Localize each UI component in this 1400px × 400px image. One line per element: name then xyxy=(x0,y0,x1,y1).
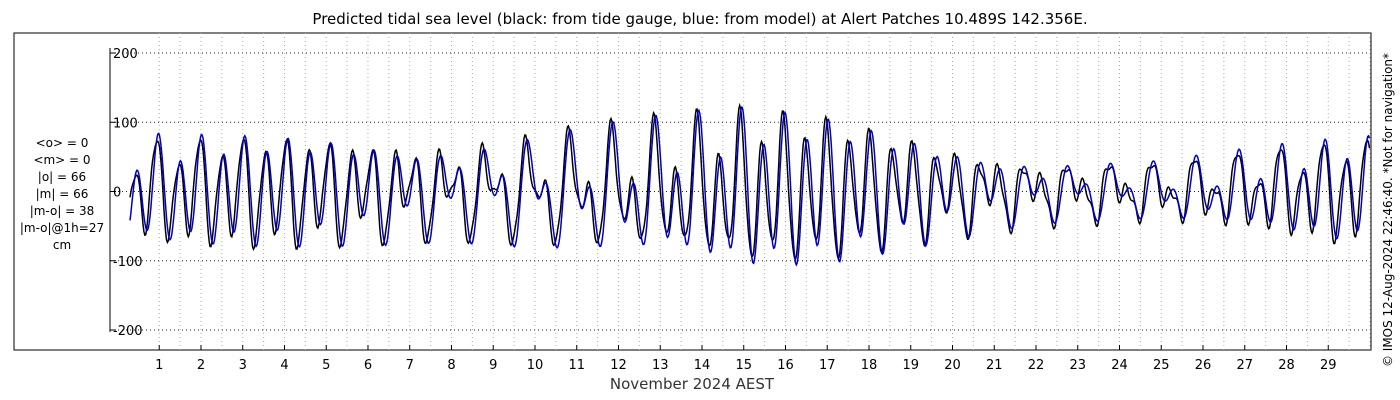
x-tick-label: 27 xyxy=(1236,358,1253,373)
x-tick-label: 1 xyxy=(155,358,163,373)
x-tick-label: 22 xyxy=(1028,358,1045,373)
x-tick-label: 6 xyxy=(364,358,372,373)
x-tick-label: 18 xyxy=(861,358,878,373)
x-tick-label: 23 xyxy=(1069,358,1086,373)
stat-abs-difference-1h: |m-o|@1h=27 xyxy=(19,221,105,235)
x-tick-label: 14 xyxy=(694,358,711,373)
series-line-model xyxy=(129,106,1371,267)
stat-units: cm xyxy=(52,238,72,252)
x-tick-label: 19 xyxy=(902,358,919,373)
stat-abs-difference: |m-o| = 38 xyxy=(29,204,95,218)
x-tick-label: 20 xyxy=(944,358,961,373)
y-ticks: -200 -100 0 100 200 xyxy=(110,47,143,339)
statistics-panel: <o> = 0 <m> = 0 |o| = 66 |m| = 66 |m-o| … xyxy=(14,135,110,254)
y-tick-label: 0 xyxy=(113,186,121,201)
x-tick-label: 9 xyxy=(489,358,497,373)
x-tick-label: 21 xyxy=(986,358,1003,373)
y-tick-label: 200 xyxy=(113,47,138,62)
x-tick-label: 3 xyxy=(239,358,247,373)
x-tick-label: 4 xyxy=(280,358,288,373)
stat-abs-model: |m| = 66 xyxy=(35,187,89,201)
grid xyxy=(110,33,1371,350)
x-tick-label: 24 xyxy=(1111,358,1128,373)
series-line-gauge xyxy=(129,102,1371,261)
x-tick-label: 17 xyxy=(819,358,836,373)
x-tick-label: 10 xyxy=(527,358,544,373)
x-tick-label: 11 xyxy=(568,358,585,373)
series-group xyxy=(129,102,1371,267)
x-tick-label: 13 xyxy=(652,358,669,373)
x-tick-label: 16 xyxy=(777,358,794,373)
x-tick-label: 28 xyxy=(1278,358,1295,373)
x-tick-label: 25 xyxy=(1153,358,1170,373)
y-tick-label: -100 xyxy=(113,255,143,270)
chart-title: Predicted tidal sea level (black: from t… xyxy=(312,10,1088,28)
x-axis-label: November 2024 AEST xyxy=(610,375,775,393)
x-tick-label: 12 xyxy=(610,358,627,373)
copyright-text: © IMOS 12-Aug-2024 22:46:40. *Not for na… xyxy=(1381,52,1395,368)
x-tick-label: 15 xyxy=(735,358,752,373)
x-tick-label: 5 xyxy=(322,358,330,373)
x-tick-label: 29 xyxy=(1320,358,1337,373)
stat-mean-model: <m> = 0 xyxy=(33,153,91,167)
x-ticks: 1 2 3 4 5 6 7 8 9 10 11 12 13 14 15 16 17 18 19 20 21 22 23 24 2… xyxy=(155,345,1337,373)
x-tick-label: 7 xyxy=(406,358,414,373)
outer-frame xyxy=(13,32,1372,351)
y-tick-label: 100 xyxy=(113,116,138,131)
x-tick-label: 8 xyxy=(447,358,455,373)
y-tick-label: -200 xyxy=(113,324,143,339)
stat-abs-observed: |o| = 66 xyxy=(37,170,87,184)
stat-mean-observed: <o> = 0 xyxy=(35,136,89,150)
x-tick-label: 26 xyxy=(1195,358,1212,373)
x-tick-label: 2 xyxy=(197,358,205,373)
